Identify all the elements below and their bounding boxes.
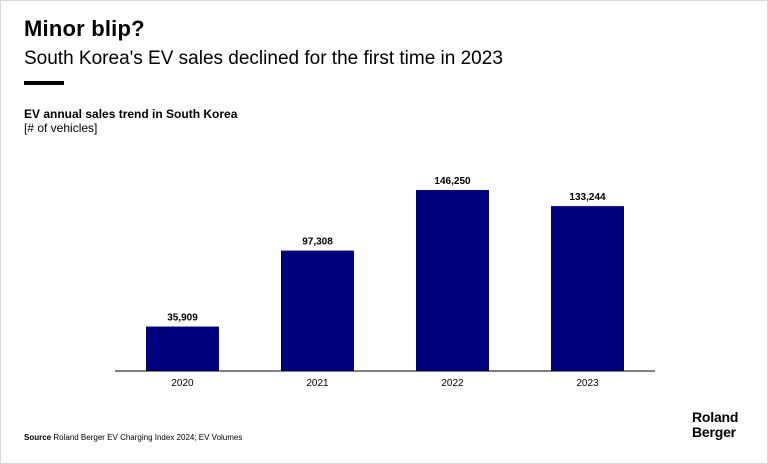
bar-2020 xyxy=(146,326,219,371)
x-tick-2021: 2021 xyxy=(306,378,329,389)
title-divider xyxy=(24,81,64,85)
bars-group: 35,909 2020 97,308 2021 146,250 2022 133,244 20… xyxy=(146,176,624,389)
x-tick-2023: 2023 xyxy=(576,378,599,389)
source-text: Roland Berger EV Charging Index 2024; EV… xyxy=(53,433,243,442)
page-title: Minor blip? xyxy=(24,16,145,41)
data-label-2020: 35,909 xyxy=(167,313,198,324)
chart-title: EV annual sales trend in South Korea xyxy=(24,107,238,121)
page-subtitle: South Korea's EV sales declined for the … xyxy=(24,48,503,69)
bar-2021 xyxy=(281,250,354,371)
bar-2022 xyxy=(416,190,489,371)
x-tick-2022: 2022 xyxy=(441,378,464,389)
logo-line-2: Berger xyxy=(692,424,736,440)
source-note: Source Roland Berger EV Charging Index 2… xyxy=(24,433,242,442)
data-label-2021: 97,308 xyxy=(302,237,333,248)
x-tick-2020: 2020 xyxy=(171,378,194,389)
bar-2023 xyxy=(551,206,624,371)
data-label-2023: 133,244 xyxy=(569,192,606,203)
logo-line-1: Roland xyxy=(692,409,739,425)
roland-berger-logo: Roland Berger xyxy=(692,410,738,440)
data-label-2022: 146,250 xyxy=(434,176,471,187)
source-label: Source xyxy=(24,433,52,442)
chart-unit-label: [# of vehicles] xyxy=(24,121,98,135)
